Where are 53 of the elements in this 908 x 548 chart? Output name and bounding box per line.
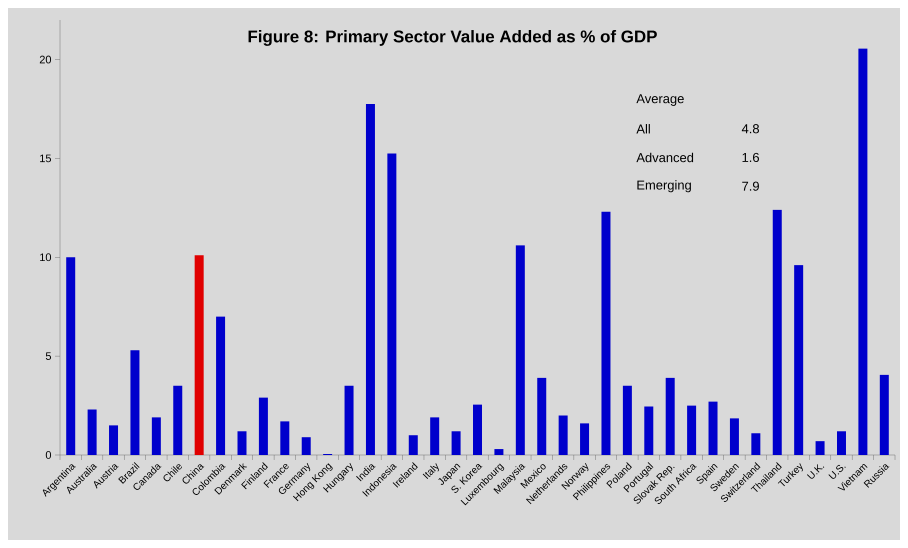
bar	[408, 435, 418, 455]
annotation: 4.8	[742, 124, 759, 134]
bar	[258, 398, 268, 455]
bar	[880, 374, 889, 455]
bar	[751, 433, 760, 455]
bar	[344, 386, 354, 455]
text: Figure 8: Primary Sector Value Added as % of GDP	[248, 30, 657, 46]
y-tick-label: 20	[40, 56, 52, 64]
x-tick-label: Italy	[422, 463, 439, 480]
annotation: 1.6	[742, 152, 759, 162]
bar	[452, 431, 461, 455]
bar	[580, 423, 590, 455]
bar	[708, 402, 718, 455]
x-tick-label: U.K.	[806, 464, 824, 479]
bar	[130, 350, 140, 455]
y-tick-label: 10	[40, 253, 52, 262]
bar	[66, 257, 76, 455]
bar	[516, 245, 525, 455]
annotation: 7.9	[742, 182, 759, 191]
bar	[152, 417, 161, 455]
bar	[88, 410, 97, 455]
bar	[237, 431, 246, 455]
y-tick-label: 15	[40, 154, 52, 162]
bar	[558, 415, 568, 455]
annotation: All	[636, 124, 650, 134]
bar	[387, 153, 396, 455]
bar	[194, 255, 204, 455]
bar	[794, 265, 804, 455]
bar	[772, 210, 782, 455]
bar	[173, 386, 182, 455]
bar	[687, 406, 696, 455]
bar	[601, 212, 610, 455]
bar	[302, 437, 311, 455]
bar	[109, 425, 118, 455]
bar	[836, 431, 846, 455]
bar	[430, 417, 440, 455]
bar	[622, 386, 632, 455]
bar	[216, 316, 226, 455]
y-tick-label: 0	[46, 451, 52, 459]
bar	[280, 421, 290, 455]
bar	[644, 406, 654, 455]
annotation: Average	[636, 94, 684, 106]
bar	[537, 378, 546, 455]
bar	[473, 404, 482, 455]
bar	[666, 378, 675, 455]
bar	[494, 449, 504, 455]
bar	[730, 418, 739, 455]
annotation: Emerging	[637, 180, 691, 192]
annotation: Advanced	[636, 152, 694, 162]
bar	[366, 104, 375, 455]
bar	[858, 48, 868, 455]
y-tick-label: 5	[46, 352, 52, 360]
bar	[816, 441, 825, 455]
